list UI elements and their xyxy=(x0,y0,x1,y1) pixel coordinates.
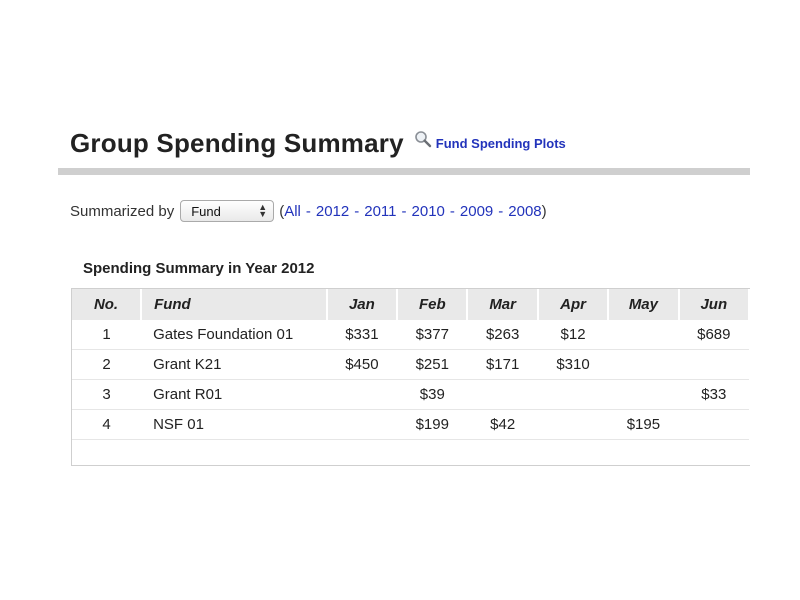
separator: - xyxy=(449,202,455,220)
column-header-jan[interactable]: Jan xyxy=(326,289,399,320)
row-number: 2 xyxy=(72,349,142,380)
fund-name-text: Gates Foundation 01 xyxy=(153,326,294,343)
summarize-by-select[interactable]: Fund ▲ ▼ xyxy=(180,200,275,222)
magnifier-icon[interactable] xyxy=(414,130,432,148)
amount-apr: $12 xyxy=(537,320,609,350)
amount-apr xyxy=(537,409,609,440)
table-caption: Spending Summary in Year 2012 xyxy=(83,260,315,277)
column-header-fund[interactable]: Fund xyxy=(141,289,328,320)
fund-name-text: NSF 01 xyxy=(153,416,204,433)
amount-jan xyxy=(326,409,398,440)
table-row: 2 Grant K21 $450 $251 $171 $310 xyxy=(72,349,749,380)
amount-may xyxy=(608,320,679,350)
header-divider xyxy=(58,168,750,175)
column-header-fund-label: Fund xyxy=(154,296,191,313)
amount-mar xyxy=(467,379,538,410)
fund-name: Grant K21 xyxy=(141,349,327,380)
column-header-mar[interactable]: Mar xyxy=(467,289,539,320)
row-number: 4 xyxy=(72,409,142,440)
separator: - xyxy=(354,202,360,220)
fund-name-text: Grant R01 xyxy=(153,386,223,403)
amount-feb: $199 xyxy=(397,409,468,440)
table-header-row: No. Fund Jan Feb Mar Apr May Jun xyxy=(72,289,750,320)
open-paren: ( xyxy=(279,202,285,220)
column-header-no[interactable]: No. xyxy=(72,289,143,320)
select-arrows-icon: ▲ ▼ xyxy=(258,202,268,219)
year-link-2011[interactable]: 2011 xyxy=(364,202,397,220)
amount-feb: $377 xyxy=(397,320,468,350)
table-row: 3 Grant R01 $39 $33 xyxy=(72,379,749,410)
table-row: 1 Gates Foundation 01 $331 $377 $263 $12… xyxy=(72,320,749,350)
year-link-all[interactable]: All xyxy=(284,202,301,220)
fund-spending-plots-link-group[interactable]: Fund Spending Plots xyxy=(414,130,566,151)
fund-spending-plots-link[interactable]: Fund Spending Plots xyxy=(435,135,566,151)
amount-jun xyxy=(678,349,749,380)
amount-feb: $251 xyxy=(397,349,468,380)
year-link-2008[interactable]: 2008 xyxy=(508,202,542,220)
fund-name: Gates Foundation 01 xyxy=(141,320,327,350)
year-link-2010[interactable]: 2010 xyxy=(411,202,445,220)
amount-feb: $39 xyxy=(397,379,468,410)
table-row: 4 NSF 01 $199 $42 $195 xyxy=(72,409,749,440)
amount-may xyxy=(608,379,679,410)
amount-apr: $310 xyxy=(537,349,609,380)
year-link-2009[interactable]: 2009 xyxy=(459,202,494,220)
column-header-jun[interactable]: Jun xyxy=(678,289,750,320)
separator: - xyxy=(498,202,504,220)
amount-mar: $42 xyxy=(467,409,538,440)
amount-apr xyxy=(537,379,609,410)
amount-may xyxy=(608,349,679,380)
amount-jun: $33 xyxy=(678,379,749,410)
year-link-2012[interactable]: 2012 xyxy=(315,202,350,220)
amount-may: $195 xyxy=(608,409,679,440)
header: Group Spending Summary Fund Spending Plo… xyxy=(70,128,566,159)
separator: - xyxy=(401,202,407,220)
fund-name: NSF 01 xyxy=(141,409,327,440)
summarized-by-label: Summarized by xyxy=(70,202,175,220)
amount-jan: $450 xyxy=(326,349,398,380)
spending-table-container: No. Fund Jan Feb Mar Apr May Jun 1 Gates… xyxy=(71,288,750,466)
column-header-may[interactable]: May xyxy=(608,289,680,320)
year-links: (All -2012-2011-2010-2009-2008) xyxy=(279,203,546,220)
filter-row: Summarized by Fund ▲ ▼ (All -2012-2011-201… xyxy=(70,200,547,222)
close-paren: ) xyxy=(541,202,547,220)
amount-jan xyxy=(326,379,398,410)
amount-jun: $689 xyxy=(678,320,749,350)
row-number: 3 xyxy=(72,379,142,410)
spending-table: No. Fund Jan Feb Mar Apr May Jun 1 Gates… xyxy=(72,289,750,440)
amount-mar: $263 xyxy=(467,320,538,350)
amount-jan: $331 xyxy=(326,320,398,350)
fund-name: Grant R01 xyxy=(141,379,327,410)
amount-mar: $171 xyxy=(467,349,538,380)
row-number: 1 xyxy=(72,320,142,350)
page-title: Group Spending Summary xyxy=(70,128,404,158)
amount-jun xyxy=(678,409,749,440)
fund-name-text: Grant K21 xyxy=(153,356,222,373)
column-header-apr[interactable]: Apr xyxy=(537,289,610,320)
column-header-feb[interactable]: Feb xyxy=(397,289,469,320)
separator: - xyxy=(305,202,311,220)
summarize-by-select-value: Fund xyxy=(191,203,221,219)
